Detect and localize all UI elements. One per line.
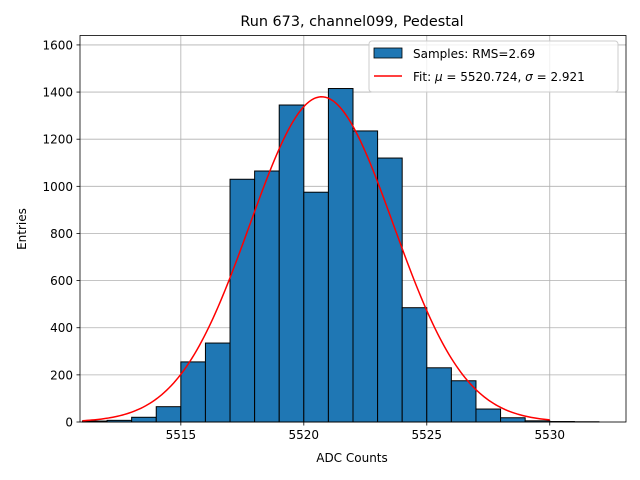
histogram-bar bbox=[500, 417, 526, 423]
y-axis-label: Entries bbox=[15, 208, 29, 250]
histogram-bar bbox=[229, 178, 256, 423]
histogram-bar bbox=[450, 380, 477, 423]
x-tick-label: 5515 bbox=[166, 428, 197, 442]
fit-curve bbox=[82, 96, 550, 422]
y-tick-label: 600 bbox=[50, 274, 73, 288]
y-tick-label: 0 bbox=[65, 416, 73, 430]
legend-box bbox=[368, 40, 619, 93]
legend-fit-label: Fit: μ = 5520.724, σ = 2.921 bbox=[413, 70, 585, 84]
y-axis-ticks: 0 200 400 600 800 1000 1200 1400 1600 bbox=[42, 38, 80, 430]
histogram-bar bbox=[155, 406, 182, 423]
legend-samples-swatch bbox=[373, 47, 403, 59]
x-tick-label: 5525 bbox=[412, 428, 443, 442]
y-tick-label: 1200 bbox=[42, 133, 73, 147]
histogram-bar bbox=[377, 157, 403, 423]
legend-samples-label: Samples: RMS=2.69 bbox=[413, 47, 535, 61]
y-tick-label: 1600 bbox=[42, 38, 73, 52]
histogram-bar bbox=[426, 367, 452, 423]
y-tick-label: 800 bbox=[50, 227, 73, 241]
legend-fit-mu-symbol: μ bbox=[434, 70, 443, 84]
histogram-bars bbox=[81, 88, 600, 423]
legend-fit-mu-value: = 5520.724, bbox=[443, 70, 526, 84]
y-tick-label: 1000 bbox=[42, 180, 73, 194]
chart-title: Run 673, channel099, Pedestal bbox=[240, 14, 463, 30]
plot-frame bbox=[79, 35, 627, 423]
histogram-bar bbox=[475, 408, 502, 423]
histogram-bar bbox=[401, 307, 428, 423]
histogram-bar bbox=[352, 130, 379, 423]
x-axis-label: ADC Counts bbox=[316, 451, 388, 465]
legend: Samples: RMS=2.69 Fit: μ = 5520.724, σ =… bbox=[368, 40, 619, 93]
histogram-bar bbox=[327, 88, 354, 423]
histogram-bar bbox=[131, 416, 157, 423]
legend-fit-sigma-symbol: σ bbox=[525, 70, 533, 84]
x-axis-ticks: 5515 5520 5525 5530 bbox=[166, 422, 565, 442]
y-tick-label: 400 bbox=[50, 321, 73, 335]
histogram-bar bbox=[180, 361, 206, 423]
histogram-bar bbox=[204, 342, 231, 423]
x-tick-label: 5530 bbox=[534, 428, 565, 442]
histogram-bar bbox=[254, 170, 280, 423]
y-tick-label: 200 bbox=[50, 368, 73, 382]
y-tick-label: 1400 bbox=[42, 86, 73, 100]
histogram-bar bbox=[303, 191, 329, 423]
x-tick-label: 5520 bbox=[289, 428, 320, 442]
legend-fit-sigma-value: = 2.921 bbox=[533, 70, 585, 84]
histogram-bar bbox=[278, 104, 305, 423]
legend-fit-prefix: Fit: bbox=[413, 70, 435, 84]
